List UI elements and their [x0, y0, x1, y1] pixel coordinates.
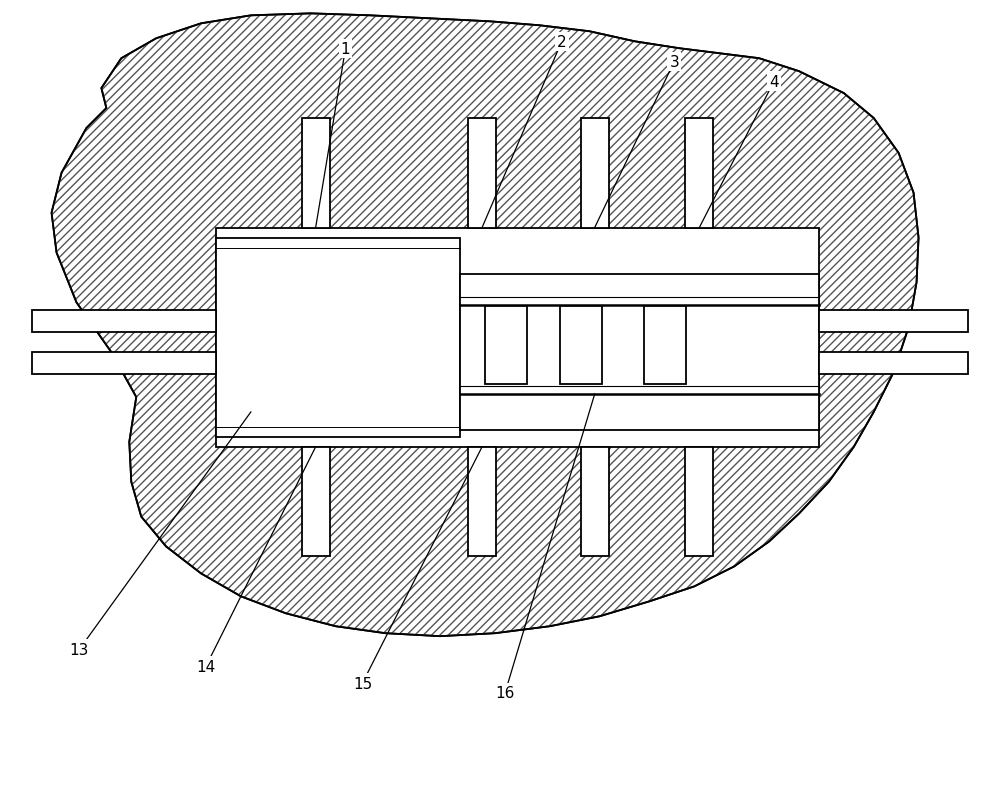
Text: 3: 3	[670, 55, 679, 70]
Text: 15: 15	[353, 675, 372, 691]
Text: 4: 4	[769, 75, 779, 90]
Bar	[468, 448, 496, 557]
Bar	[819, 353, 968, 375]
Polygon shape	[52, 14, 919, 637]
Bar	[685, 119, 713, 229]
Bar	[32, 353, 216, 375]
Bar	[644, 307, 686, 385]
Text: 2: 2	[557, 34, 567, 50]
Bar	[216, 229, 819, 448]
Bar	[685, 448, 713, 557]
Bar	[485, 307, 527, 385]
Bar	[32, 311, 216, 333]
Bar	[302, 119, 330, 229]
Bar	[302, 448, 330, 557]
Text: 1: 1	[341, 42, 350, 57]
Bar	[468, 119, 496, 229]
Text: 14: 14	[196, 658, 216, 674]
Bar	[216, 238, 460, 437]
Text: 13: 13	[70, 642, 89, 657]
Bar	[819, 311, 968, 333]
Bar	[460, 275, 819, 431]
Bar	[581, 119, 609, 229]
Bar	[581, 448, 609, 557]
Text: 16: 16	[495, 686, 515, 701]
Bar	[560, 307, 602, 385]
